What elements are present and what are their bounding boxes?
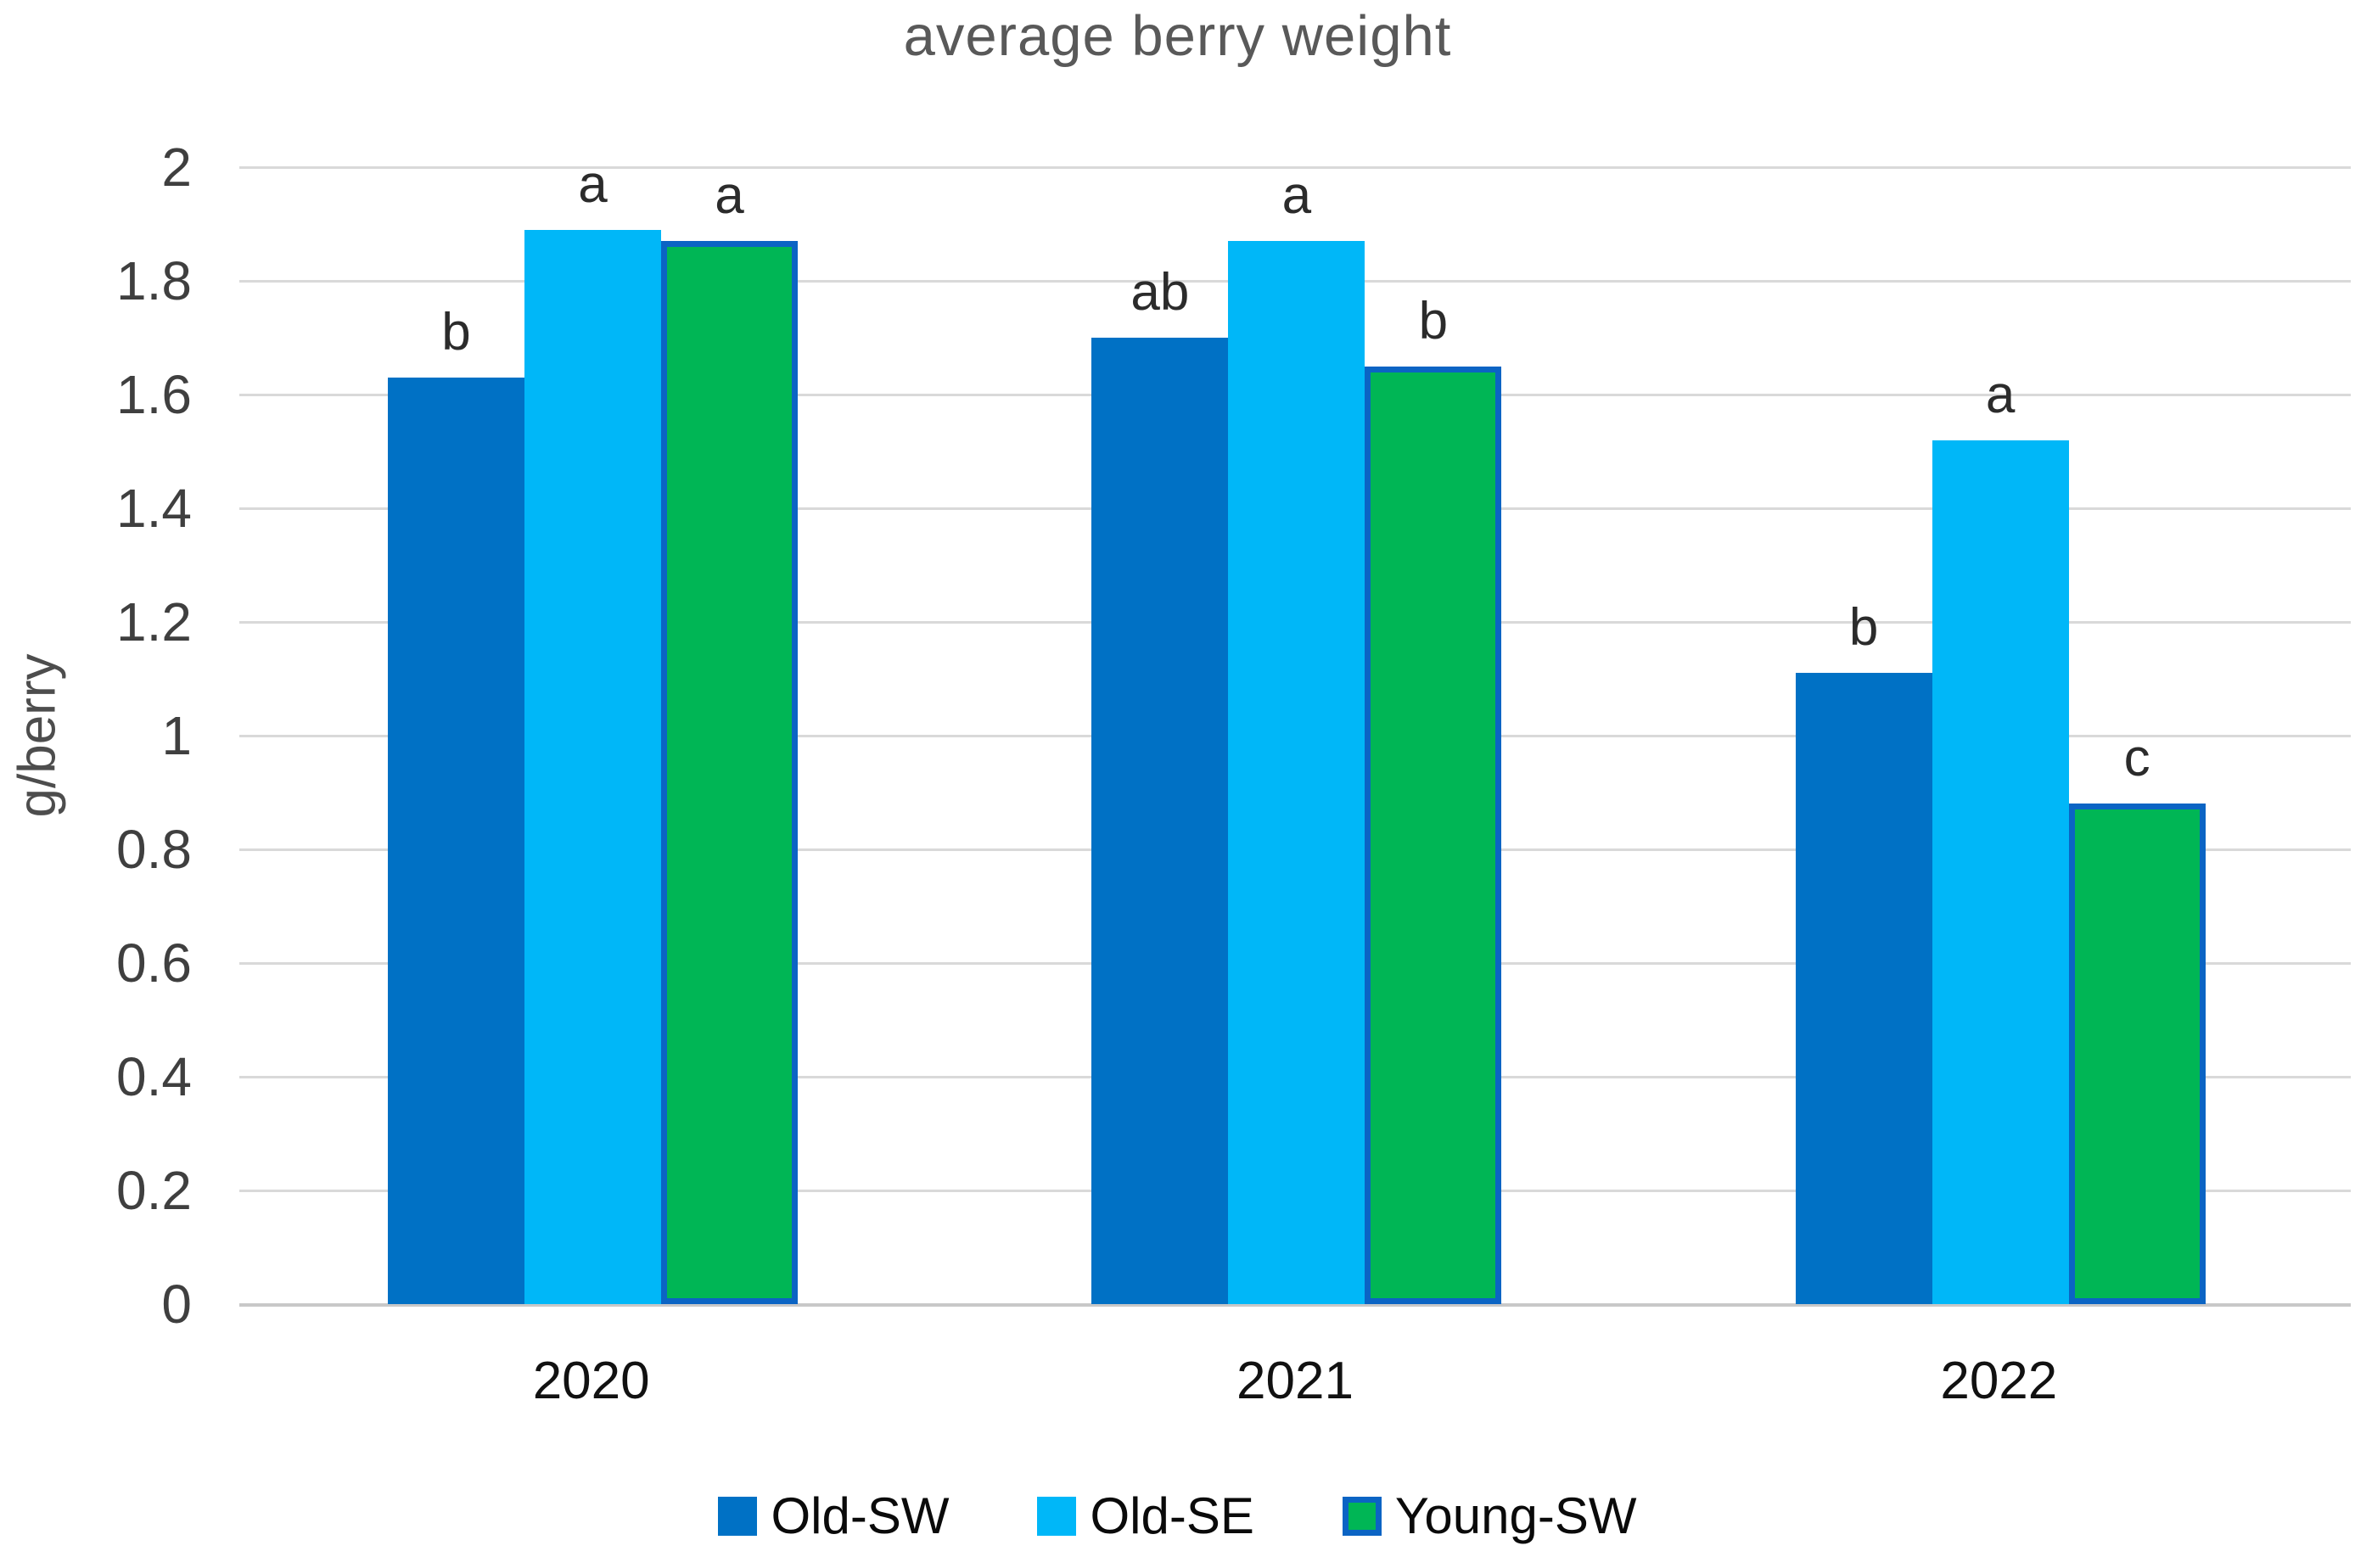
y-tick-label: 0.4	[116, 1046, 192, 1107]
y-tick-label: 0.8	[116, 819, 192, 880]
bar-old-sw-2022	[1795, 673, 1932, 1304]
gridline	[239, 166, 2351, 169]
x-axis-label: 2021	[1236, 1352, 1354, 1410]
y-tick-label: 1.4	[116, 478, 192, 539]
bar-old-sw-2020	[388, 377, 524, 1304]
y-tick-label: 1.6	[116, 364, 192, 425]
bar-young-sw-2022	[2068, 804, 2206, 1304]
plot-area: b a a ab a b b a c	[239, 158, 2351, 1307]
legend-swatch	[718, 1496, 758, 1536]
significance-letter: a	[578, 154, 608, 214]
y-tick-label: 2	[161, 137, 192, 198]
y-tick-label: 1.2	[116, 591, 192, 652]
y-axis-ticks: 2 1.8 1.6 1.4 1.2 1 0.8 0.6 0.4 0.2 0	[0, 137, 197, 1335]
x-axis-label: 2022	[1940, 1352, 2058, 1410]
x-axis-label: 2020	[532, 1352, 650, 1410]
legend-swatch	[1342, 1496, 1382, 1536]
y-tick-label: 0.6	[116, 932, 192, 994]
bar-young-sw-2021	[1365, 366, 1502, 1304]
legend-item-old-sw: Old-SW	[718, 1487, 949, 1545]
bar-young-sw-2020	[661, 241, 798, 1304]
bar-old-sw-2021	[1091, 338, 1229, 1304]
legend-label: Old-SW	[771, 1487, 950, 1544]
significance-letter: a	[1281, 166, 1312, 226]
legend: Old-SW Old-SE Young-SW	[0, 1487, 2355, 1545]
significance-letter: a	[715, 166, 744, 226]
x-axis-labels: 2020 2021 2022	[239, 1351, 2351, 1419]
bar-old-se-2020	[524, 229, 661, 1304]
bar-old-se-2021	[1228, 241, 1365, 1304]
significance-letter: c	[2123, 729, 2150, 788]
legend-item-young-sw: Young-SW	[1342, 1487, 1637, 1545]
legend-label: Old-SE	[1090, 1487, 1254, 1544]
y-tick-label: 0.2	[116, 1160, 192, 1221]
y-tick-label: 0	[161, 1274, 192, 1335]
chart-title: average berry weight	[903, 4, 1452, 68]
y-tick-label: 1	[161, 705, 192, 766]
bar-old-se-2022	[1932, 440, 2069, 1304]
legend-item-old-se: Old-SE	[1037, 1487, 1254, 1545]
significance-letter: ab	[1130, 263, 1190, 322]
significance-letter: a	[1985, 365, 2016, 424]
legend-label: Young-SW	[1394, 1487, 1637, 1544]
significance-letter: b	[1848, 598, 1879, 658]
y-tick-label: 1.8	[116, 250, 192, 311]
x-axis-line	[239, 1303, 2351, 1307]
significance-letter: b	[1418, 291, 1449, 350]
legend-swatch	[1037, 1496, 1077, 1536]
significance-letter: b	[441, 302, 471, 361]
